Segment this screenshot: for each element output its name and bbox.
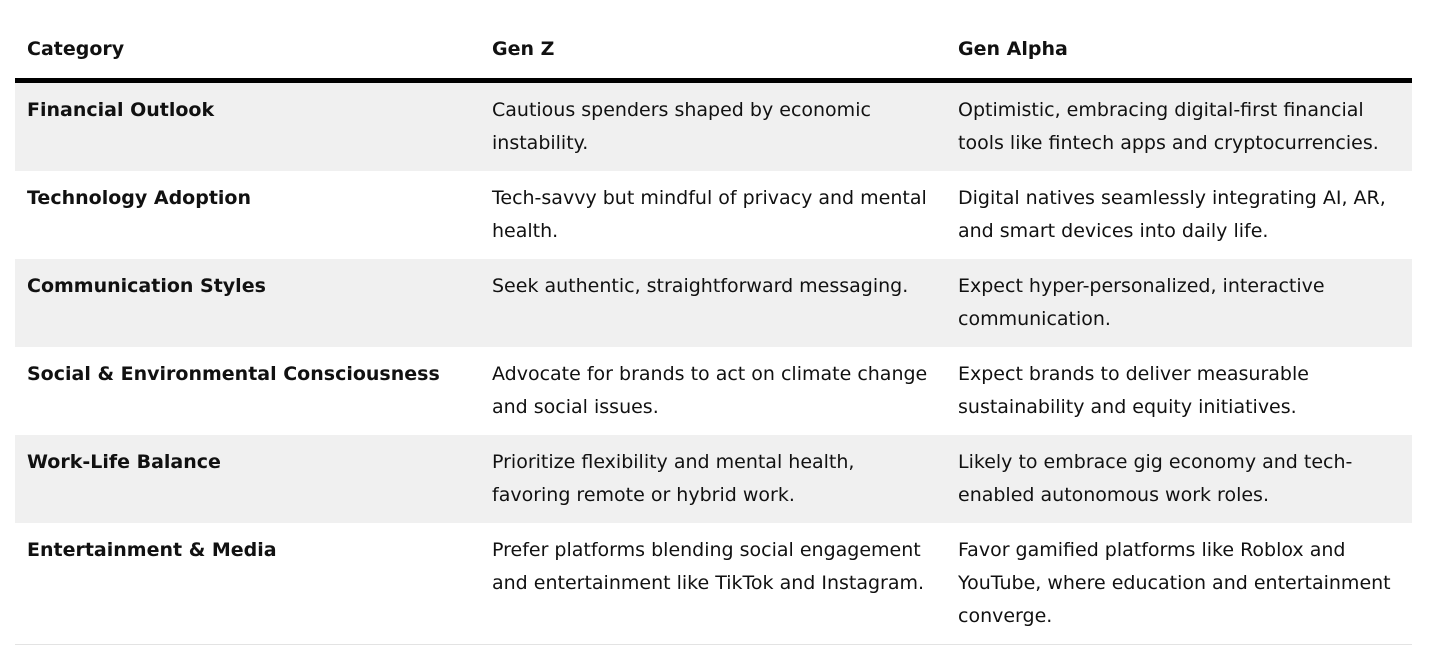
table-header: Category Gen Z Gen Alpha (15, 20, 1412, 83)
row-category: Communication Styles (15, 259, 480, 347)
table-row: Financial Outlook Cautious spenders shap… (15, 80, 1412, 171)
header-gen-z: Gen Z (480, 20, 946, 83)
row-gen-alpha: Expect hyper-personalized, interactive c… (946, 259, 1412, 347)
header-category: Category (15, 20, 480, 83)
table-body: Financial Outlook Cautious spenders shap… (15, 80, 1412, 645)
row-gen-z: Tech-savvy but mindful of privacy and me… (492, 187, 927, 242)
row-gen-alpha: Digital natives seamlessly integrating A… (958, 187, 1386, 242)
row-gen-z: Seek authentic, straightforward messagin… (480, 259, 946, 347)
row-gen-alpha: Optimistic, embracing digital-first fina… (946, 80, 1412, 171)
header-gen-alpha: Gen Alpha (946, 20, 1412, 83)
row-gen-alpha: Favor gamified platforms like Roblox and… (946, 523, 1412, 645)
row-category: Work-Life Balance (15, 435, 480, 523)
row-gen-z: Prefer platforms blending social engagem… (480, 523, 946, 645)
row-gen-z: Advocate for brands to act on climate ch… (492, 363, 928, 418)
table-row: Entertainment & Media Prefer platforms b… (15, 523, 1412, 645)
table-row: Work-Life Balance Prioritize flexibility… (15, 435, 1412, 523)
table-row: Technology Adoption Tech-savvy but mindf… (15, 171, 1412, 259)
row-gen-alpha: Expect brands to deliver measurable sust… (958, 363, 1309, 418)
row-gen-alpha: Likely to embrace gig economy and tech-e… (946, 435, 1412, 523)
row-category: Financial Outlook (15, 80, 480, 171)
row-category: Social & Environmental Consciousness (27, 363, 440, 385)
row-category: Entertainment & Media (15, 523, 480, 645)
comparison-table-container: Category Gen Z Gen Alpha Financial Outlo… (15, 20, 1412, 645)
row-category: Technology Adoption (27, 187, 251, 209)
comparison-table: Category Gen Z Gen Alpha Financial Outlo… (15, 20, 1412, 645)
table-row: Communication Styles Seek authentic, str… (15, 259, 1412, 347)
row-gen-z: Cautious spenders shaped by economic ins… (480, 80, 946, 171)
row-gen-z: Prioritize flexibility and mental health… (480, 435, 946, 523)
table-row: Social & Environmental Consciousness Adv… (15, 347, 1412, 435)
table-header-row: Category Gen Z Gen Alpha (15, 20, 1412, 83)
